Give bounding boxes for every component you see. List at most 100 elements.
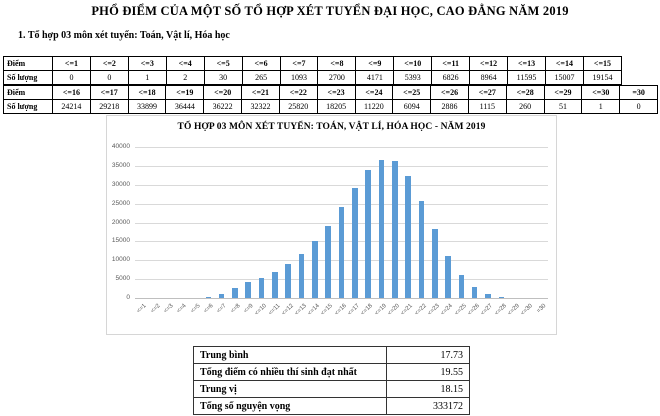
- x-axis-tick-text: <=6: [202, 303, 215, 315]
- summary-row: Trung bình 17.73: [193, 346, 470, 364]
- score-header-cell: <=14: [544, 56, 584, 71]
- score-value-cell: 2700: [317, 70, 357, 85]
- x-axis-tick-text: <=3: [162, 303, 175, 315]
- x-axis-tick-text: <=24: [440, 303, 455, 317]
- score-header-cell: <=30: [581, 85, 621, 100]
- score-value-cell: 0: [619, 99, 658, 114]
- score-value-cell: 11595: [507, 70, 546, 85]
- gridline: [135, 184, 548, 186]
- bar: [298, 254, 305, 298]
- score-value-cell: 32322: [241, 99, 280, 114]
- bar: [218, 293, 225, 298]
- chart-title: TỔ HỢP 03 MÔN XÉT TUYỂN: TOÁN, VẬT LÍ, H…: [177, 122, 486, 132]
- x-axis-tick-text: <=1: [136, 303, 148, 315]
- score-value-cell: 265: [241, 70, 281, 85]
- x-axis-tick-text: <=8: [229, 303, 242, 315]
- score-value-cell: 0: [52, 70, 91, 85]
- bar: [365, 170, 371, 298]
- score-header-cell: <=16: [52, 85, 91, 100]
- score-header-cell: <=6: [241, 56, 281, 71]
- summary-label: Tổng điểm có nhiều thí sinh đạt nhất: [193, 363, 387, 381]
- score-value-cell: 1093: [279, 70, 319, 85]
- summary-table: Trung bình 17.73 Tổng điểm có nhiều thí si…: [193, 346, 470, 415]
- bar: [405, 175, 411, 298]
- score-header-cell: <=1: [52, 56, 91, 71]
- x-axis-tick-text: <=2: [149, 303, 162, 315]
- bar: [258, 277, 265, 298]
- score-header-cell: <=10: [393, 56, 433, 71]
- table-row: Số lượng 24214 29218 33899 36444 36222 32322 25…: [3, 99, 658, 114]
- x-axis-tick-text: <=18: [360, 303, 375, 317]
- bar-chart: TỔ HỢP 03 MÔN XÉT TUYỂN: TOÁN, VẬT LÍ, H…: [106, 115, 557, 335]
- x-axis-tick-text: <=5: [189, 303, 202, 315]
- y-axis-tick-label: 5000: [115, 275, 130, 283]
- x-axis-tick-text: <=9: [242, 303, 255, 315]
- score-header-cell: <=28: [505, 85, 545, 100]
- score-value-cell: 11220: [354, 99, 394, 114]
- score-header-cell: <=12: [469, 56, 509, 71]
- score-table-2: Điểm <=16 <=17 <=18 <=19 <=20 <=21 <=22 <=23 <=24…: [3, 85, 658, 114]
- summary-label: Trung vị: [193, 380, 387, 398]
- row-label: Số lượng: [3, 70, 53, 85]
- x-axis-tick-text: <=17: [347, 303, 362, 317]
- bar: [325, 225, 331, 298]
- x-axis-tick-text: <=25: [453, 303, 468, 317]
- x-axis-tick-text: <=10: [253, 303, 268, 317]
- score-value-cell: 29218: [89, 99, 129, 114]
- score-header-cell: <=2: [89, 56, 129, 71]
- score-header-cell: <=17: [89, 85, 129, 100]
- score-header-cell: <=5: [203, 56, 243, 71]
- score-header-cell: <=4: [165, 56, 205, 71]
- y-axis-tick-label: 40000: [111, 143, 130, 150]
- score-header-cell: <=15: [582, 56, 623, 71]
- summary-row: Trung vị 18.15: [193, 380, 470, 398]
- bar: [432, 229, 438, 298]
- gridline: [135, 165, 548, 167]
- score-header-cell: <=25: [392, 85, 432, 100]
- score-value-cell: 6094: [392, 99, 432, 114]
- score-header-cell: <=29: [543, 85, 583, 100]
- score-value-cell: 51: [543, 99, 583, 114]
- score-value-cell: 36444: [165, 99, 205, 114]
- score-value-cell: 1: [127, 70, 167, 85]
- page-title: PHỔ ĐIỂM CỦA MỘT SỐ TỔ HỢP XÉT TUYỂN ĐẠI…: [91, 4, 569, 18]
- score-value-cell: 5393: [393, 70, 433, 85]
- bar: [245, 282, 251, 298]
- score-value-cell: 260: [505, 99, 545, 114]
- x-axis-tick-text: <=16: [333, 303, 348, 317]
- summary-row: Tổng điểm có nhiều thí sinh đạt nhất 19.5…: [193, 363, 470, 381]
- score-header-cell: <=13: [507, 56, 546, 71]
- bar: [445, 255, 451, 298]
- bar: [352, 187, 358, 298]
- bar: [378, 160, 385, 298]
- y-axis-tick-label: 35000: [111, 161, 130, 169]
- score-value-cell: 8964: [469, 70, 509, 85]
- score-header-cell: <=9: [355, 56, 395, 71]
- x-axis-tick-text: <=22: [413, 303, 428, 317]
- bar: [285, 264, 291, 298]
- bar: [312, 241, 318, 298]
- score-value-cell: 30: [203, 70, 243, 85]
- x-axis-tick-text: <=11: [267, 303, 282, 317]
- score-value-cell: 15007: [544, 70, 584, 85]
- score-header-cell: <=23: [316, 85, 356, 100]
- row-label: Điểm: [3, 56, 53, 71]
- score-header-cell: <=21: [241, 85, 280, 100]
- x-axis-tick-text: <=12: [280, 303, 295, 317]
- bar: [205, 296, 212, 298]
- bar: [418, 200, 425, 298]
- score-value-cell: 2: [165, 70, 205, 85]
- summary-value: 333172: [386, 397, 470, 415]
- table-row: Điểm <=1 <=2 <=3 <=4 <=5 <=6 <=7 <=8 <=9 <=10 <=11 <…: [3, 56, 623, 71]
- score-header-cell: <=26: [430, 85, 469, 100]
- score-value-cell: 0: [89, 70, 129, 85]
- x-axis-tick-text: =30: [536, 303, 548, 315]
- score-value-cell: 2886: [430, 99, 469, 114]
- score-value-cell: 33899: [127, 99, 167, 114]
- bar: [232, 287, 238, 298]
- score-value-cell: 1: [581, 99, 621, 114]
- summary-value: 17.73: [386, 346, 470, 364]
- x-axis-tick-text: <=13: [293, 303, 308, 317]
- score-value-cell: 24214: [52, 99, 91, 114]
